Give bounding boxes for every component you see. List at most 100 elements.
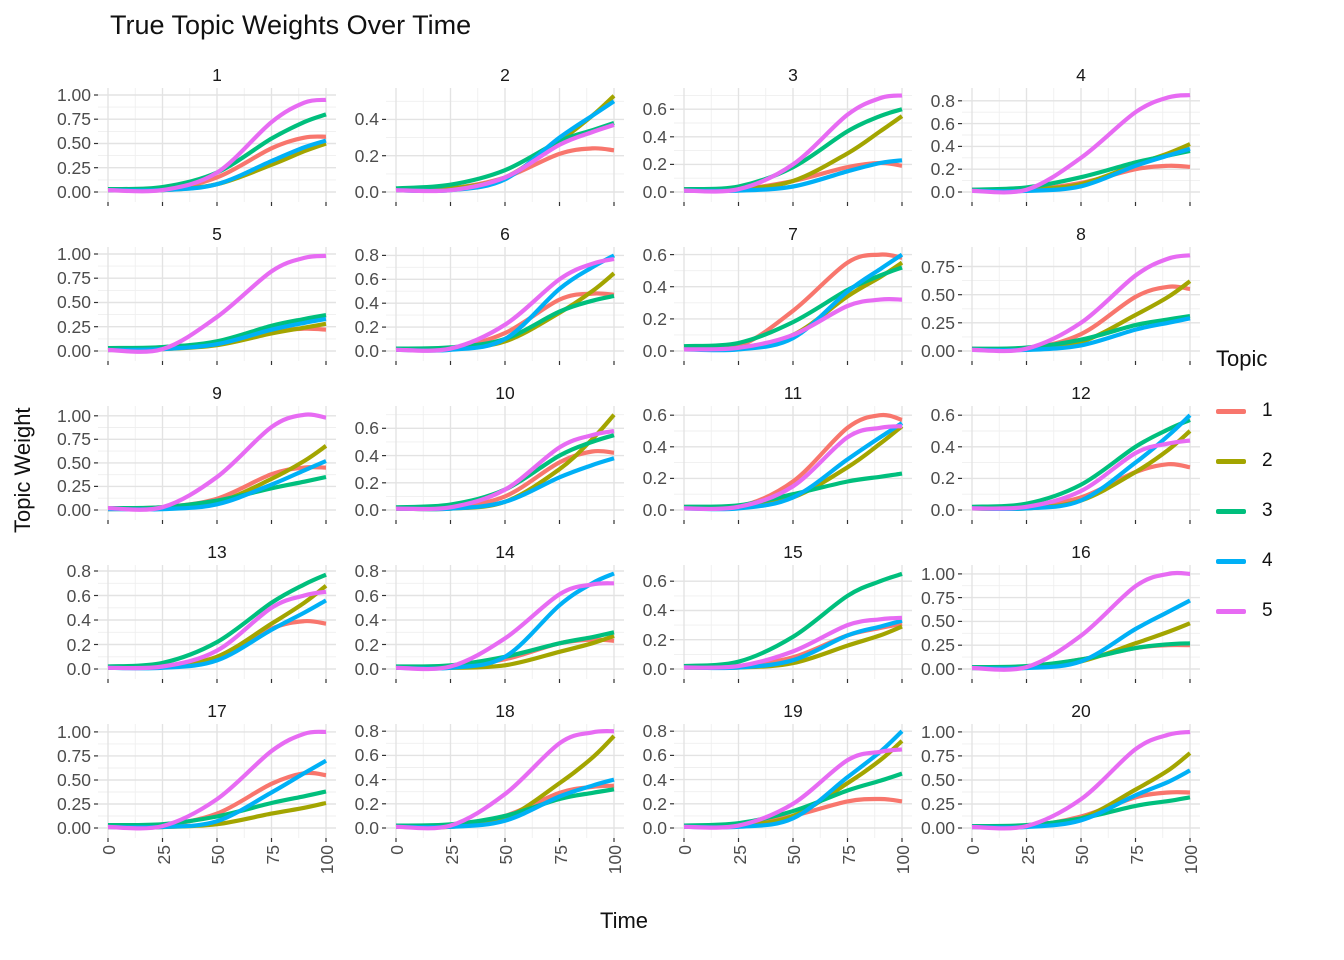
legend-swatch bbox=[1216, 408, 1246, 414]
y-tick-labels: 0.0 0.2 0.4 0.6 0.8 bbox=[624, 721, 674, 838]
facet-label: 9 bbox=[212, 383, 222, 403]
y-tick-labels: 0.0 0.2 0.4 0.6 bbox=[336, 406, 386, 520]
y-tick-label: 0.2 bbox=[642, 154, 667, 175]
y-tick-label: 0.0 bbox=[642, 341, 667, 361]
y-tick-label: 0.75 bbox=[56, 109, 91, 130]
legend-label: 1 bbox=[1262, 400, 1273, 421]
panel-plot bbox=[382, 565, 624, 683]
facet-label: 2 bbox=[500, 65, 510, 85]
facet-label: 1 bbox=[212, 65, 222, 85]
y-tick-label: 0.50 bbox=[56, 133, 91, 154]
y-tick-label: 0.75 bbox=[920, 745, 955, 766]
x-tick-label: 75 bbox=[838, 845, 859, 865]
x-tick-label: 0 bbox=[675, 845, 695, 855]
y-tick-label: 0.8 bbox=[642, 721, 667, 742]
y-tick-label: 0.4 bbox=[642, 769, 667, 790]
y-tick-label: 0.50 bbox=[56, 452, 91, 473]
y-tick-label: 0.4 bbox=[354, 445, 379, 466]
legend-swatch bbox=[1216, 558, 1246, 564]
topic-5-line bbox=[395, 729, 615, 831]
facet-label: 8 bbox=[1076, 224, 1086, 244]
y-tick-label: 0.8 bbox=[354, 245, 379, 266]
facet-panel-1: 1 0.00 0.25 0.50 0.75 1.00 bbox=[48, 64, 336, 206]
y-tick-label: 0.75 bbox=[56, 745, 91, 766]
panel-plot bbox=[670, 724, 912, 842]
y-tick-label: 0.25 bbox=[920, 312, 955, 333]
x-tick-label: 100 bbox=[893, 845, 913, 875]
topic-5-line bbox=[971, 729, 1191, 831]
facet-panel-8: 8 0.00 0.25 0.50 0.75 bbox=[912, 223, 1200, 365]
topic-5-line bbox=[971, 570, 1191, 672]
y-tick-label: 0.25 bbox=[920, 635, 955, 656]
panel-plot bbox=[958, 247, 1200, 365]
panel-plot bbox=[670, 88, 912, 206]
facet-label: 15 bbox=[783, 542, 803, 562]
y-tick-label: 0.0 bbox=[642, 659, 667, 679]
y-tick-label: 0.4 bbox=[642, 126, 667, 147]
facet-label: 7 bbox=[788, 224, 798, 244]
y-tick-label: 0.6 bbox=[354, 269, 379, 290]
x-tick-label: 75 bbox=[262, 845, 283, 865]
y-tick-label: 1.00 bbox=[920, 721, 955, 742]
panel-plot bbox=[958, 724, 1200, 842]
y-tick-label: 0.25 bbox=[56, 157, 91, 178]
legend-label: 2 bbox=[1262, 450, 1273, 471]
x-axis-title: Time bbox=[599, 908, 649, 933]
y-tick-label: 0.75 bbox=[56, 429, 91, 450]
y-tick-label: 0.00 bbox=[56, 818, 91, 838]
y-tick-label: 0.2 bbox=[354, 317, 379, 338]
y-tick-label: 0.25 bbox=[56, 476, 91, 497]
legend-item-topic-2: 2 bbox=[1216, 450, 1273, 472]
y-tick-label: 0.4 bbox=[66, 610, 91, 630]
facet-panel-15: 15 0.0 0.2 0.4 0.6 bbox=[624, 541, 912, 683]
facet-label: 13 bbox=[207, 542, 227, 562]
topic-5-line bbox=[971, 93, 1191, 195]
y-tick-label: 0.6 bbox=[642, 244, 667, 265]
y-tick-label: 0.4 bbox=[642, 436, 667, 457]
panel-plot bbox=[382, 724, 624, 842]
legend-item-topic-5: 5 bbox=[1216, 600, 1273, 622]
facet-panel-12: 12 0.0 0.2 0.4 0.6 bbox=[912, 382, 1200, 524]
y-tick-labels: 0.00 0.25 0.50 0.75 1.00 bbox=[48, 723, 98, 838]
facet-label: 17 bbox=[207, 701, 227, 721]
y-tick-label: 0.2 bbox=[642, 793, 667, 814]
y-tick-labels: 0.00 0.25 0.50 0.75 1.00 bbox=[912, 565, 962, 679]
y-tick-label: 0.25 bbox=[56, 793, 91, 814]
y-tick-label: 0.6 bbox=[354, 585, 379, 606]
y-tick-label: 0.4 bbox=[642, 600, 667, 621]
topic-5-line bbox=[107, 729, 327, 831]
topic-5-line bbox=[107, 253, 327, 354]
x-tick-label: 25 bbox=[1017, 845, 1038, 865]
y-tick-label: 0.4 bbox=[354, 293, 379, 314]
topic-5-line bbox=[395, 581, 615, 672]
topic-3-line bbox=[683, 107, 903, 192]
y-tick-label: 0.8 bbox=[930, 90, 955, 111]
y-tick-labels: 0.0 0.2 0.4 0.6 0.8 bbox=[336, 562, 386, 679]
y-tick-label: 0.0 bbox=[642, 182, 667, 202]
panel-plot bbox=[670, 247, 912, 365]
panel-plot bbox=[94, 724, 336, 842]
y-tick-label: 0.75 bbox=[920, 587, 955, 608]
y-tick-label: 0.00 bbox=[920, 659, 955, 679]
y-tick-label: 0.25 bbox=[920, 793, 955, 814]
y-tick-label: 0.75 bbox=[56, 268, 91, 289]
y-tick-label: 0.2 bbox=[642, 308, 667, 329]
y-tick-label: 0.75 bbox=[920, 256, 955, 277]
y-axis-title: Topic Weight bbox=[10, 407, 35, 533]
facet-label: 5 bbox=[212, 224, 222, 244]
panel-plot bbox=[94, 247, 336, 365]
facet-panel-2: 2 0.0 0.2 0.4 bbox=[336, 64, 624, 206]
y-tick-labels: 0.00 0.25 0.50 0.75 1.00 bbox=[48, 86, 98, 202]
y-tick-label: 0.00 bbox=[56, 500, 91, 520]
facet-panel-6: 6 0.0 0.2 0.4 0.6 0.8 bbox=[336, 223, 624, 365]
x-tick-label: 25 bbox=[153, 845, 174, 865]
panel-plot bbox=[382, 88, 624, 206]
y-tick-label: 0.4 bbox=[930, 136, 955, 157]
y-tick-label: 0.4 bbox=[354, 109, 379, 130]
y-tick-labels: 0.0 0.2 0.4 0.6 bbox=[624, 406, 674, 520]
facet-panel-20: 20 0.00 0.25 0.50 0.75 1.00 0 25 50 75 100 bbox=[912, 700, 1201, 894]
legend-swatch bbox=[1216, 508, 1246, 514]
topic-5-line bbox=[107, 412, 327, 512]
y-tick-label: 0.6 bbox=[930, 113, 955, 134]
panel-plot bbox=[958, 88, 1200, 206]
